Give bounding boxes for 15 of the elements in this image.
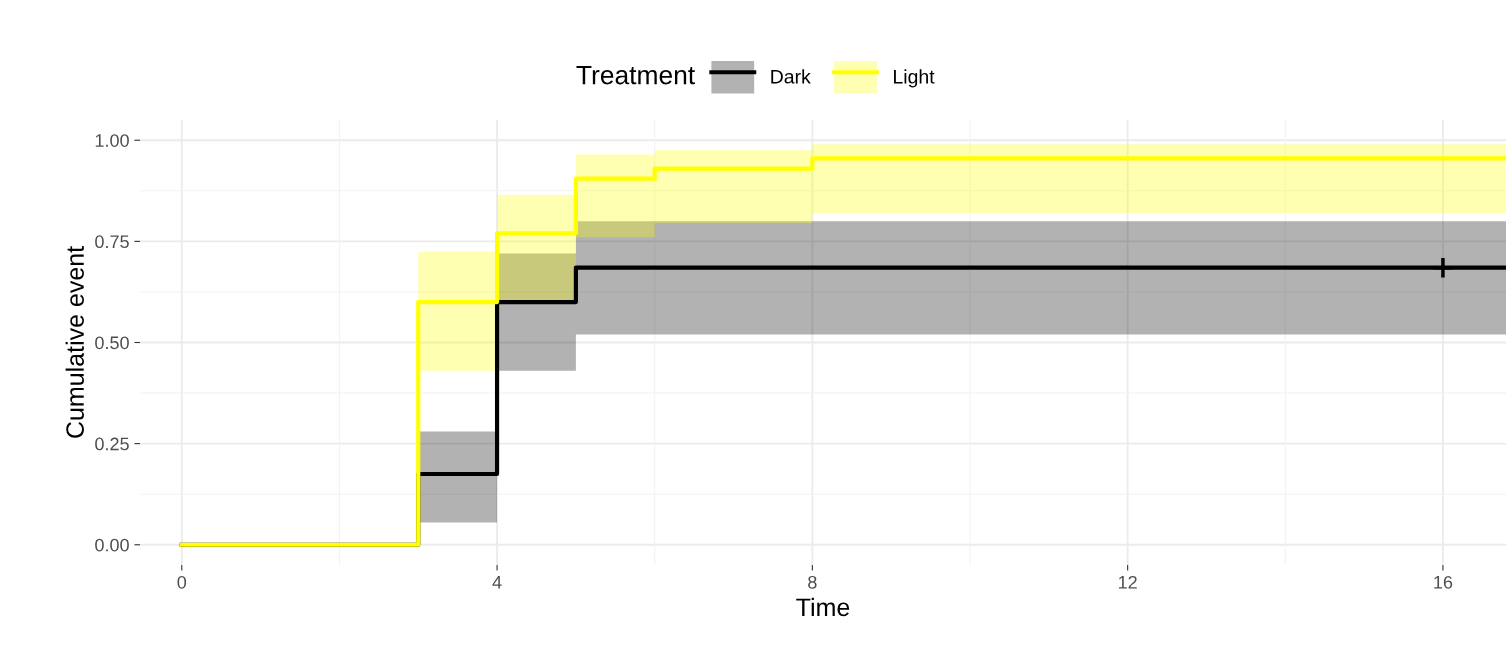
y-tick-label: 0.25 — [95, 437, 129, 451]
y-tick-label: 1.00 — [95, 134, 129, 147]
x-tick-label: 4 — [492, 576, 502, 589]
x-tick-label: 16 — [1434, 575, 1453, 589]
legend-label: Light — [894, 69, 935, 88]
x-tick-label: 12 — [1118, 575, 1137, 589]
legend-title: Treatment — [576, 65, 695, 85]
y-tick-label: 0.75 — [95, 235, 129, 249]
y-tick-label: 0.00 — [95, 538, 129, 552]
x-axis-title: Time — [796, 597, 850, 617]
x-tick-label: 8 — [808, 575, 817, 589]
y-axis-title: Cumulative event — [65, 246, 84, 438]
legend-label: Dark — [771, 69, 811, 84]
x-tick-label: 0 — [177, 575, 187, 589]
y-tick-label: 0.50 — [95, 336, 129, 350]
